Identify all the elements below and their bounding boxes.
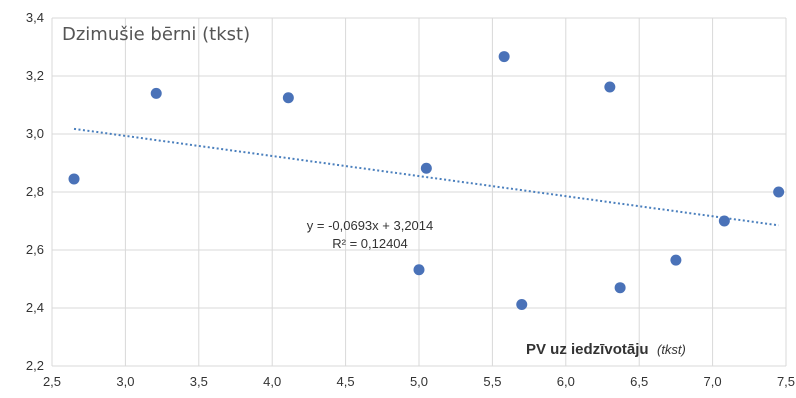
grid-lines [51, 17, 787, 367]
x-tick-label: 4,0 [263, 374, 281, 389]
y-tick-labels: 2,2 2,4 2,6 2,8 3,0 3,2 3,4 [26, 10, 44, 373]
y-tick-label: 2,4 [26, 300, 44, 315]
data-point [773, 186, 785, 198]
data-point [282, 92, 294, 104]
x-tick-label: 3,5 [190, 374, 208, 389]
y-tick-label: 2,8 [26, 184, 44, 199]
x-tick-label: 7,0 [704, 374, 722, 389]
trend-equation: y = -0,0693x + 3,2014 [307, 218, 433, 233]
x-tick-label: 7,5 [777, 374, 795, 389]
data-points [68, 51, 785, 311]
data-point [516, 299, 528, 311]
data-point [614, 282, 626, 294]
y-tick-label: 2,2 [26, 358, 44, 373]
x-axis-label-unit: (tkst) [657, 342, 686, 357]
x-tick-label: 2,5 [43, 374, 61, 389]
x-tick-label: 4,5 [337, 374, 355, 389]
data-point [670, 254, 682, 266]
data-point [150, 87, 162, 99]
x-tick-label: 6,0 [557, 374, 575, 389]
x-tick-labels: 2,5 3,0 3,5 4,0 4,5 5,0 5,5 6,0 6,5 7,0 7,5 [43, 374, 795, 389]
data-point [420, 162, 432, 174]
x-tick-label: 5,0 [410, 374, 428, 389]
trend-r-squared: R² = 0,12404 [332, 236, 408, 251]
x-tick-label: 3,0 [116, 374, 134, 389]
chart-title: Dzimušie bērni (tkst) [62, 24, 250, 45]
data-point [413, 264, 425, 276]
x-axis-label-main: PV uz iedzīvotāju [526, 341, 649, 358]
trend-line [73, 127, 779, 227]
data-point [498, 51, 510, 63]
y-tick-label: 3,0 [26, 126, 44, 141]
data-point [718, 215, 730, 227]
y-tick-label: 2,6 [26, 242, 44, 257]
data-point [68, 173, 80, 185]
y-tick-label: 3,2 [26, 68, 44, 83]
x-axis-label: PV uz iedzīvotāju (tkst) [526, 341, 686, 358]
y-tick-label: 3,4 [26, 10, 44, 25]
data-point [604, 81, 616, 93]
x-tick-label: 6,5 [630, 374, 648, 389]
x-tick-label: 5,5 [483, 374, 501, 389]
